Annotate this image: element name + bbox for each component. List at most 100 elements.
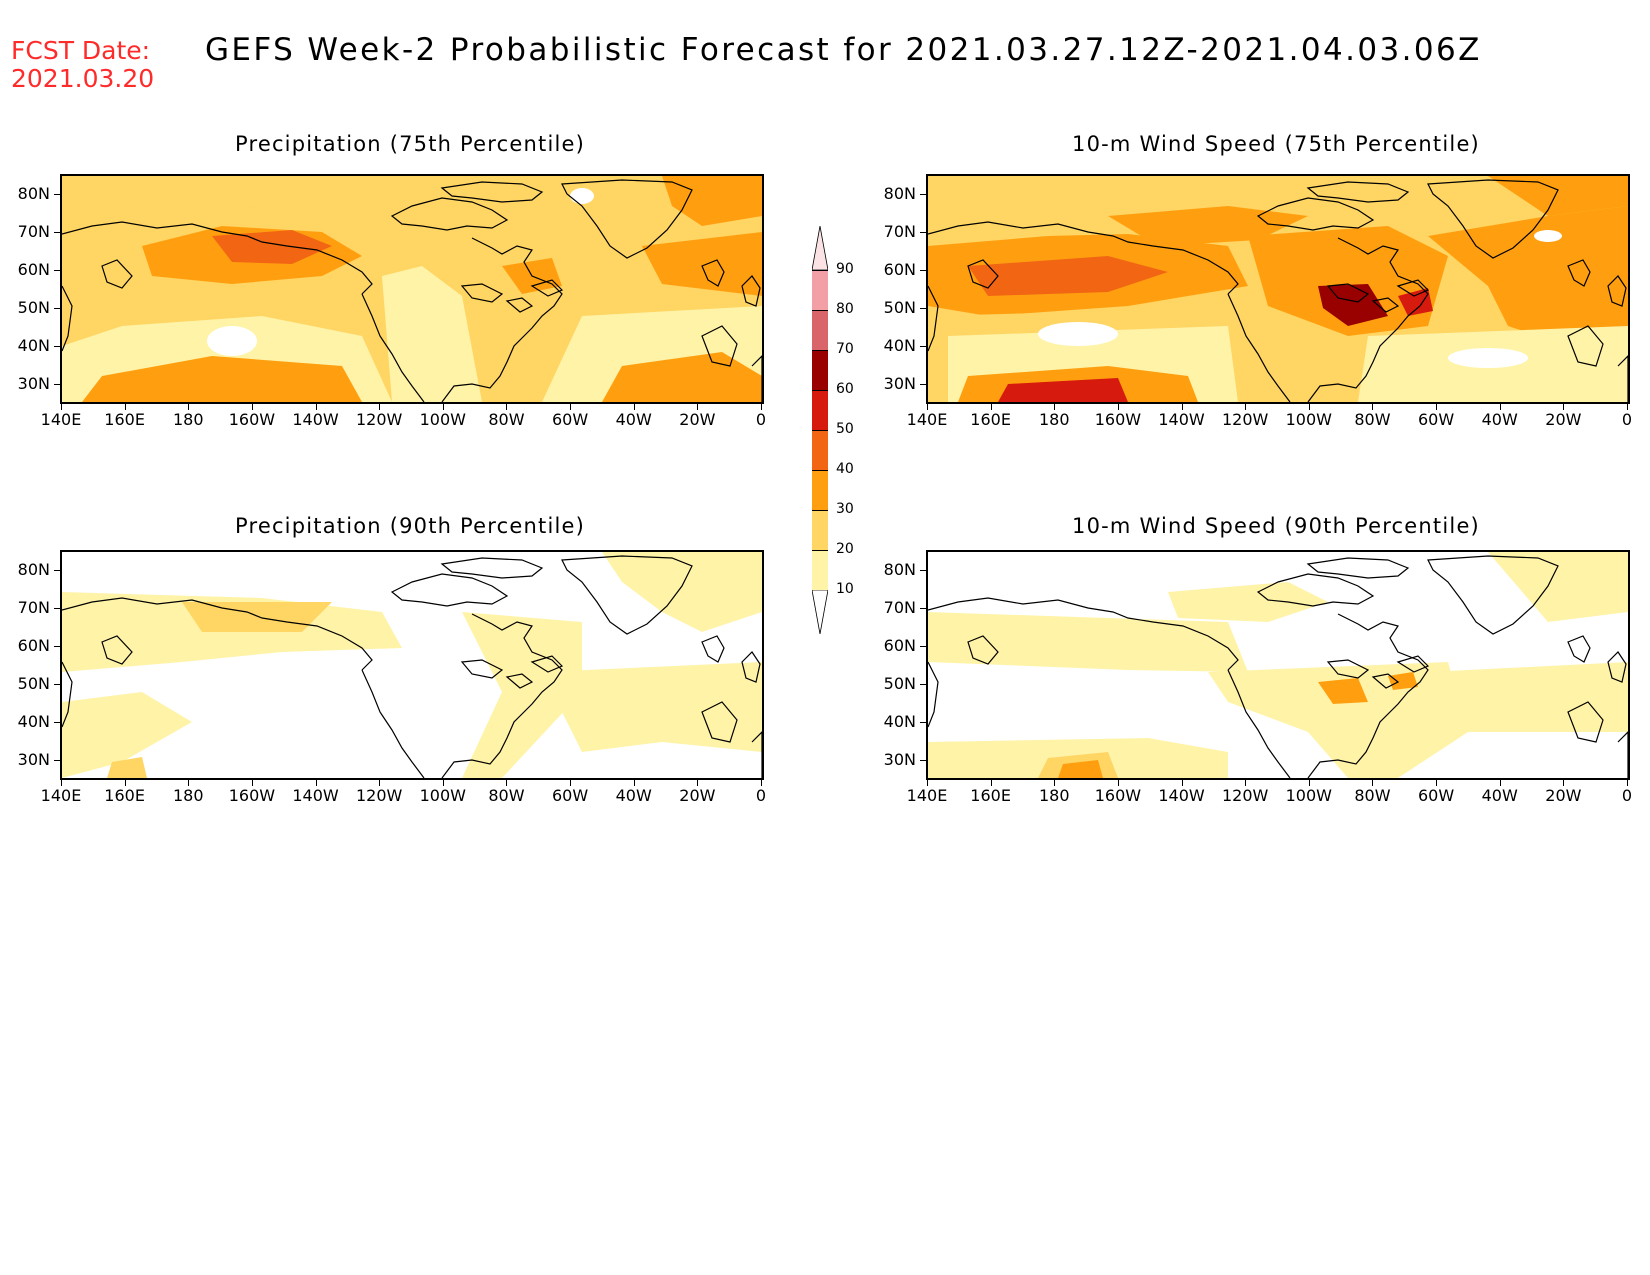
lon-tick bbox=[315, 404, 317, 410]
lon-tick bbox=[442, 780, 444, 786]
lon-label: 100W bbox=[1285, 786, 1332, 805]
shade-vhigh bbox=[1398, 288, 1433, 316]
coastline bbox=[62, 285, 73, 352]
lon-tick bbox=[1563, 780, 1565, 786]
coastline bbox=[1371, 297, 1400, 313]
coastline bbox=[1307, 613, 1429, 778]
coastline bbox=[1427, 555, 1559, 635]
lat-label: 60N bbox=[17, 260, 50, 279]
lon-label: 160W bbox=[228, 410, 276, 429]
lat-tick bbox=[54, 608, 60, 609]
colorbar-segment bbox=[812, 430, 828, 471]
lon-tick bbox=[1308, 780, 1310, 786]
shade-none bbox=[1534, 230, 1562, 242]
lat-label: 30N bbox=[17, 374, 50, 393]
map-field bbox=[928, 176, 1628, 402]
lat-tick bbox=[54, 232, 60, 233]
lat-tick bbox=[54, 684, 60, 685]
lon-tick bbox=[927, 404, 928, 410]
lon-tick bbox=[1117, 404, 1119, 410]
coastline bbox=[361, 669, 425, 778]
shade-med bbox=[1488, 176, 1628, 216]
shade-none bbox=[1448, 348, 1528, 368]
lat-label: 70N bbox=[17, 222, 50, 241]
colorbar-top-arrow bbox=[812, 226, 828, 270]
shade-med bbox=[1428, 206, 1628, 346]
lon-tick bbox=[1054, 780, 1056, 786]
colorbar-label: 10 bbox=[836, 581, 854, 597]
lat-tick bbox=[54, 270, 60, 271]
shade-vlow bbox=[1488, 552, 1628, 622]
coastline bbox=[1396, 279, 1430, 297]
lat-label: 30N bbox=[17, 750, 50, 769]
lon-label: 40W bbox=[615, 786, 652, 805]
lat-tick bbox=[920, 646, 926, 647]
lat-tick bbox=[920, 722, 926, 723]
shade-vlow bbox=[602, 552, 762, 632]
colorbar-segment bbox=[812, 310, 828, 351]
coastline bbox=[1567, 259, 1591, 287]
shade-med bbox=[82, 356, 362, 402]
lon-label: 80W bbox=[488, 786, 525, 805]
coastline bbox=[1227, 669, 1291, 778]
coastline bbox=[1256, 197, 1375, 231]
lon-tick bbox=[379, 404, 381, 410]
lon-label: 140W bbox=[292, 410, 339, 429]
lon-tick bbox=[1499, 404, 1501, 410]
coastline bbox=[1306, 181, 1410, 203]
map-field bbox=[62, 552, 762, 778]
coastline bbox=[440, 181, 544, 203]
coastline bbox=[928, 221, 1239, 295]
coastline bbox=[1607, 275, 1627, 307]
shade-low bbox=[182, 602, 332, 632]
lon-tick bbox=[506, 780, 508, 786]
coastline bbox=[967, 635, 999, 665]
lon-label: 160E bbox=[104, 786, 145, 805]
coastline bbox=[1567, 635, 1591, 663]
fcst-date-label: FCST Date: bbox=[11, 36, 151, 65]
lon-tick bbox=[251, 404, 253, 410]
shade-vlow bbox=[1208, 662, 1468, 778]
colorbar-label: 70 bbox=[836, 341, 854, 357]
coastline bbox=[440, 557, 544, 579]
lat-label: 60N bbox=[17, 636, 50, 655]
lon-label: 0 bbox=[755, 410, 767, 429]
lon-label: 160W bbox=[1094, 410, 1142, 429]
lat-tick bbox=[54, 194, 60, 195]
colorbar-label: 90 bbox=[836, 261, 854, 277]
lon-tick bbox=[1117, 780, 1119, 786]
shade-med bbox=[1058, 760, 1103, 778]
colorbar-bottom-arrow bbox=[812, 590, 828, 634]
lat-label: 70N bbox=[883, 222, 916, 241]
lon-label: 0 bbox=[1621, 410, 1633, 429]
shade-none bbox=[207, 326, 257, 356]
shade-vlow bbox=[1168, 582, 1328, 622]
lon-label: 140W bbox=[1158, 786, 1205, 805]
colorbar-segment bbox=[812, 470, 828, 511]
lon-tick bbox=[1436, 404, 1438, 410]
map-field bbox=[62, 176, 762, 402]
lon-tick bbox=[124, 780, 126, 786]
lat-label: 70N bbox=[883, 598, 916, 617]
coastline bbox=[928, 661, 939, 728]
lon-tick bbox=[570, 404, 572, 410]
map-field bbox=[928, 552, 1628, 778]
lon-tick bbox=[990, 780, 992, 786]
lon-label: 120W bbox=[355, 786, 403, 805]
lon-label: 0 bbox=[1621, 786, 1633, 805]
lat-label: 50N bbox=[883, 298, 916, 317]
lat-tick bbox=[920, 194, 926, 195]
lon-label: 80W bbox=[1354, 786, 1391, 805]
lat-tick bbox=[920, 760, 926, 761]
lat-label: 60N bbox=[883, 636, 916, 655]
lat-tick bbox=[54, 570, 60, 571]
coastline bbox=[1371, 673, 1400, 689]
lon-tick bbox=[1563, 404, 1565, 410]
coastline bbox=[1256, 573, 1375, 607]
lat-tick bbox=[54, 722, 60, 723]
lon-label: 120W bbox=[1221, 786, 1269, 805]
shade-vlow bbox=[1428, 662, 1628, 732]
lon-tick bbox=[1372, 780, 1374, 786]
lon-label: 20W bbox=[1545, 786, 1582, 805]
coastline bbox=[928, 285, 939, 352]
